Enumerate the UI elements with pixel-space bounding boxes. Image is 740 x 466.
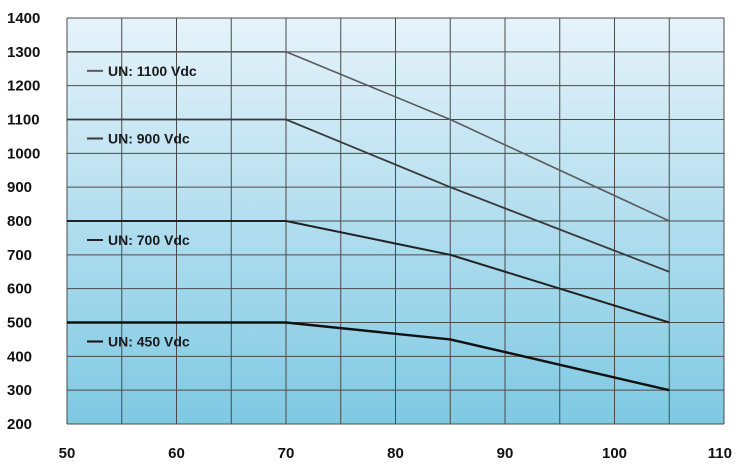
series-line	[67, 321, 670, 392]
x-tick-label: 90	[497, 445, 514, 462]
y-tick-label: 1300	[7, 44, 40, 61]
y-tick-label: 1200	[7, 78, 40, 95]
y-tick-label: 300	[7, 382, 32, 399]
grid	[66, 17, 725, 425]
series-label-group: UN: 450 Vdc	[87, 334, 190, 350]
series-label-group: UN: 700 Vdc	[87, 232, 190, 248]
x-tick-label: 50	[59, 445, 76, 462]
series-label-group: UN: 900 Vdc	[87, 131, 190, 147]
series-label-group: UN: 1100 Vdc	[87, 63, 197, 79]
y-tick-label: 400	[7, 348, 32, 365]
series-line	[67, 50, 670, 222]
y-tick-label: 600	[7, 281, 32, 298]
y-tick-label: 1400	[7, 10, 40, 27]
y-tick-label: 900	[7, 179, 32, 196]
x-tick-label: 60	[168, 445, 185, 462]
x-tick-label: 70	[278, 445, 295, 462]
x-tick-label: 100	[602, 445, 627, 462]
y-axis-ticks: 200 300 400 500 600 700 800 900 1000 1100 1200 1300…	[7, 10, 40, 433]
y-tick-label: 200	[7, 416, 32, 433]
y-tick-label: 1100	[7, 112, 40, 129]
series-label: UN: 700 Vdc	[108, 232, 190, 248]
y-tick-label: 800	[7, 213, 32, 230]
series-line	[67, 118, 670, 273]
y-tick-label: 700	[7, 247, 32, 264]
series-label: UN: 900 Vdc	[108, 131, 190, 147]
series-label: UN: 450 Vdc	[108, 334, 190, 350]
x-tick-label: 110	[708, 445, 732, 462]
series-layer	[67, 50, 670, 392]
x-axis-ticks: 50 60 70 80 90 100 110	[59, 445, 732, 462]
y-tick-label: 500	[7, 315, 32, 332]
series-line	[67, 220, 670, 324]
series-labels: UN: 1100 Vdc UN: 900 Vdc UN: 700 Vdc UN: 45…	[87, 63, 197, 350]
y-tick-label: 1000	[7, 145, 40, 162]
series-label: UN: 1100 Vdc	[108, 63, 197, 79]
x-tick-label: 80	[387, 445, 404, 462]
